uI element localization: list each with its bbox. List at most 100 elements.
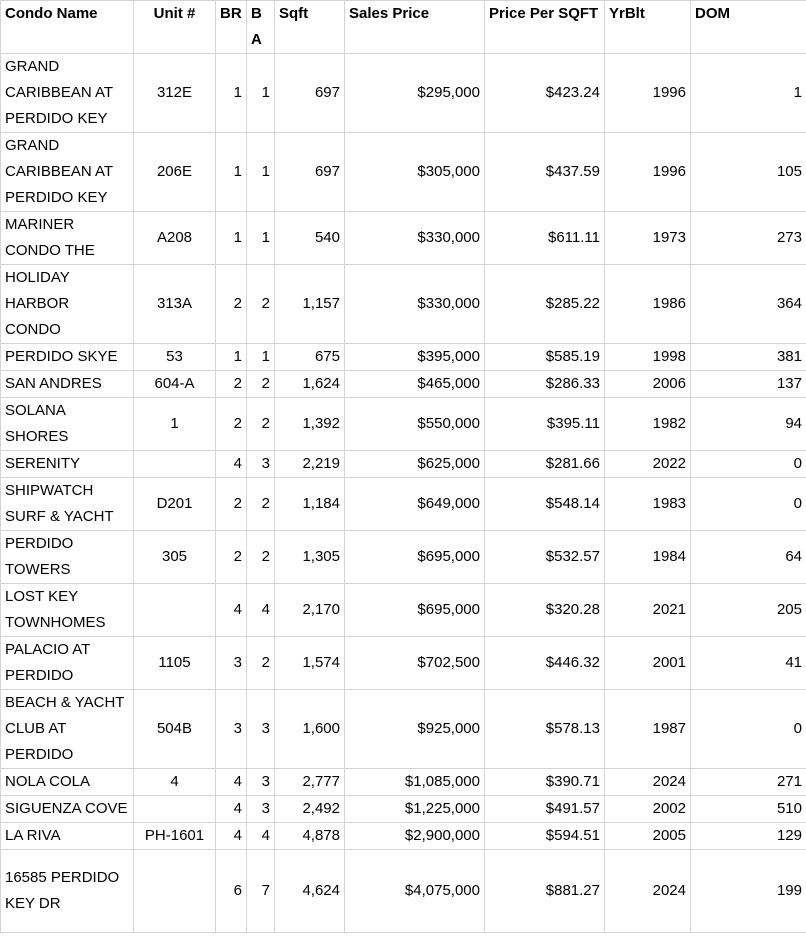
cell-ba: 1 — [246, 132, 275, 212]
cell-unit: D201 — [133, 477, 216, 531]
cell-br: 4 — [215, 795, 247, 823]
cell-price_per_sqft: $285.22 — [484, 264, 605, 344]
cell-price_per_sqft: $446.32 — [484, 636, 605, 690]
cell-br: 4 — [215, 768, 247, 796]
cell-unit: 1 — [133, 397, 216, 451]
cell-br: 2 — [215, 370, 247, 398]
cell-condo_name: SERENITY — [0, 450, 134, 478]
cell-condo_name: BEACH & YACHT CLUB AT PERDIDO — [0, 689, 134, 769]
cell-condo_name: SAN ANDRES — [0, 370, 134, 398]
cell-sales_price: $695,000 — [344, 583, 485, 637]
cell-yr_blt: 2001 — [604, 636, 691, 690]
cell-sales_price: $295,000 — [344, 53, 485, 133]
cell-yr_blt: 1998 — [604, 343, 691, 371]
cell-sqft: 1,392 — [274, 397, 345, 451]
cell-ba: 4 — [246, 822, 275, 850]
header-row: Condo Name Unit # BR BA Sqft Sales Price Price… — [0, 0, 806, 54]
cell-sales_price: $305,000 — [344, 132, 485, 212]
cell-unit — [133, 795, 216, 823]
cell-sales_price: $550,000 — [344, 397, 485, 451]
cell-price_per_sqft: $881.27 — [484, 849, 605, 933]
cell-unit: 1105 — [133, 636, 216, 690]
cell-ba: 1 — [246, 343, 275, 371]
cell-price_per_sqft: $532.57 — [484, 530, 605, 584]
cell-sqft: 1,600 — [274, 689, 345, 769]
cell-condo_name: NOLA COLA — [0, 768, 134, 796]
cell-yr_blt: 2021 — [604, 583, 691, 637]
cell-dom: 0 — [690, 689, 806, 769]
cell-br: 4 — [215, 583, 247, 637]
cell-dom: 1 — [690, 53, 806, 133]
cell-yr_blt: 2002 — [604, 795, 691, 823]
cell-price_per_sqft: $611.11 — [484, 211, 605, 265]
cell-br: 1 — [215, 211, 247, 265]
cell-ba: 1 — [246, 211, 275, 265]
cell-sales_price: $330,000 — [344, 264, 485, 344]
cell-dom: 273 — [690, 211, 806, 265]
cell-unit — [133, 583, 216, 637]
column-header-price_per_sqft: Price Per SQFT — [484, 0, 605, 54]
cell-unit: 504B — [133, 689, 216, 769]
table-row: PERDIDO TOWERS 305 2 2 1,305 $695,000 $532.57 1… — [0, 530, 806, 584]
cell-br: 4 — [215, 450, 247, 478]
cell-sqft: 1,157 — [274, 264, 345, 344]
cell-unit: 206E — [133, 132, 216, 212]
cell-condo_name: MARINER CONDO THE — [0, 211, 134, 265]
cell-sqft: 1,574 — [274, 636, 345, 690]
cell-condo_name: GRAND CARIBBEAN AT PERDIDO KEY — [0, 53, 134, 133]
cell-dom: 199 — [690, 849, 806, 933]
cell-br: 2 — [215, 477, 247, 531]
cell-price_per_sqft: $320.28 — [484, 583, 605, 637]
cell-sqft: 1,305 — [274, 530, 345, 584]
cell-dom: 105 — [690, 132, 806, 212]
cell-dom: 364 — [690, 264, 806, 344]
cell-sales_price: $1,085,000 — [344, 768, 485, 796]
cell-unit: 312E — [133, 53, 216, 133]
cell-sales_price: $330,000 — [344, 211, 485, 265]
cell-price_per_sqft: $423.24 — [484, 53, 605, 133]
cell-dom: 41 — [690, 636, 806, 690]
cell-condo_name: HOLIDAY HARBOR CONDO — [0, 264, 134, 344]
cell-sqft: 2,170 — [274, 583, 345, 637]
column-header-ba: BA — [246, 0, 275, 54]
cell-condo_name: 16585 PERDIDO KEY DR — [0, 849, 134, 933]
cell-yr_blt: 1982 — [604, 397, 691, 451]
column-header-br: BR — [215, 0, 247, 54]
cell-ba: 4 — [246, 583, 275, 637]
cell-price_per_sqft: $286.33 — [484, 370, 605, 398]
cell-condo_name: GRAND CARIBBEAN AT PERDIDO KEY — [0, 132, 134, 212]
table-row: SIGUENZA COVE 4 3 2,492 $1,225,000 $491.57 200… — [0, 795, 806, 823]
cell-sales_price: $2,900,000 — [344, 822, 485, 850]
cell-ba: 3 — [246, 689, 275, 769]
cell-price_per_sqft: $594.51 — [484, 822, 605, 850]
cell-sqft: 675 — [274, 343, 345, 371]
cell-sales_price: $649,000 — [344, 477, 485, 531]
cell-yr_blt: 2005 — [604, 822, 691, 850]
cell-yr_blt: 1987 — [604, 689, 691, 769]
table-row: MARINER CONDO THE A208 1 1 540 $330,000 $611.1… — [0, 211, 806, 265]
cell-condo_name: SHIPWATCH SURF & YACHT — [0, 477, 134, 531]
cell-br: 2 — [215, 530, 247, 584]
cell-ba: 2 — [246, 530, 275, 584]
cell-ba: 2 — [246, 264, 275, 344]
cell-sales_price: $465,000 — [344, 370, 485, 398]
cell-br: 4 — [215, 822, 247, 850]
table-row: LOST KEY TOWNHOMES 4 4 2,170 $695,000 $320.28… — [0, 583, 806, 637]
cell-yr_blt: 1973 — [604, 211, 691, 265]
table-row: HOLIDAY HARBOR CONDO 313A 2 2 1,157 $330,000 $… — [0, 264, 806, 344]
cell-br: 6 — [215, 849, 247, 933]
cell-unit: 4 — [133, 768, 216, 796]
column-header-dom: DOM — [690, 0, 806, 54]
cell-unit — [133, 450, 216, 478]
table-row: PERDIDO SKYE 53 1 1 675 $395,000 $585.19 1998 38… — [0, 343, 806, 371]
cell-ba: 3 — [246, 768, 275, 796]
column-header-yr_blt: YrBlt — [604, 0, 691, 54]
cell-sqft: 1,184 — [274, 477, 345, 531]
cell-sqft: 697 — [274, 53, 345, 133]
cell-condo_name: LA RIVA — [0, 822, 134, 850]
cell-dom: 205 — [690, 583, 806, 637]
cell-yr_blt: 1983 — [604, 477, 691, 531]
table-row: LA RIVA PH-1601 4 4 4,878 $2,900,000 $594.51 20… — [0, 822, 806, 850]
table-row: SERENITY 4 3 2,219 $625,000 $281.66 2022 0 — [0, 450, 806, 478]
